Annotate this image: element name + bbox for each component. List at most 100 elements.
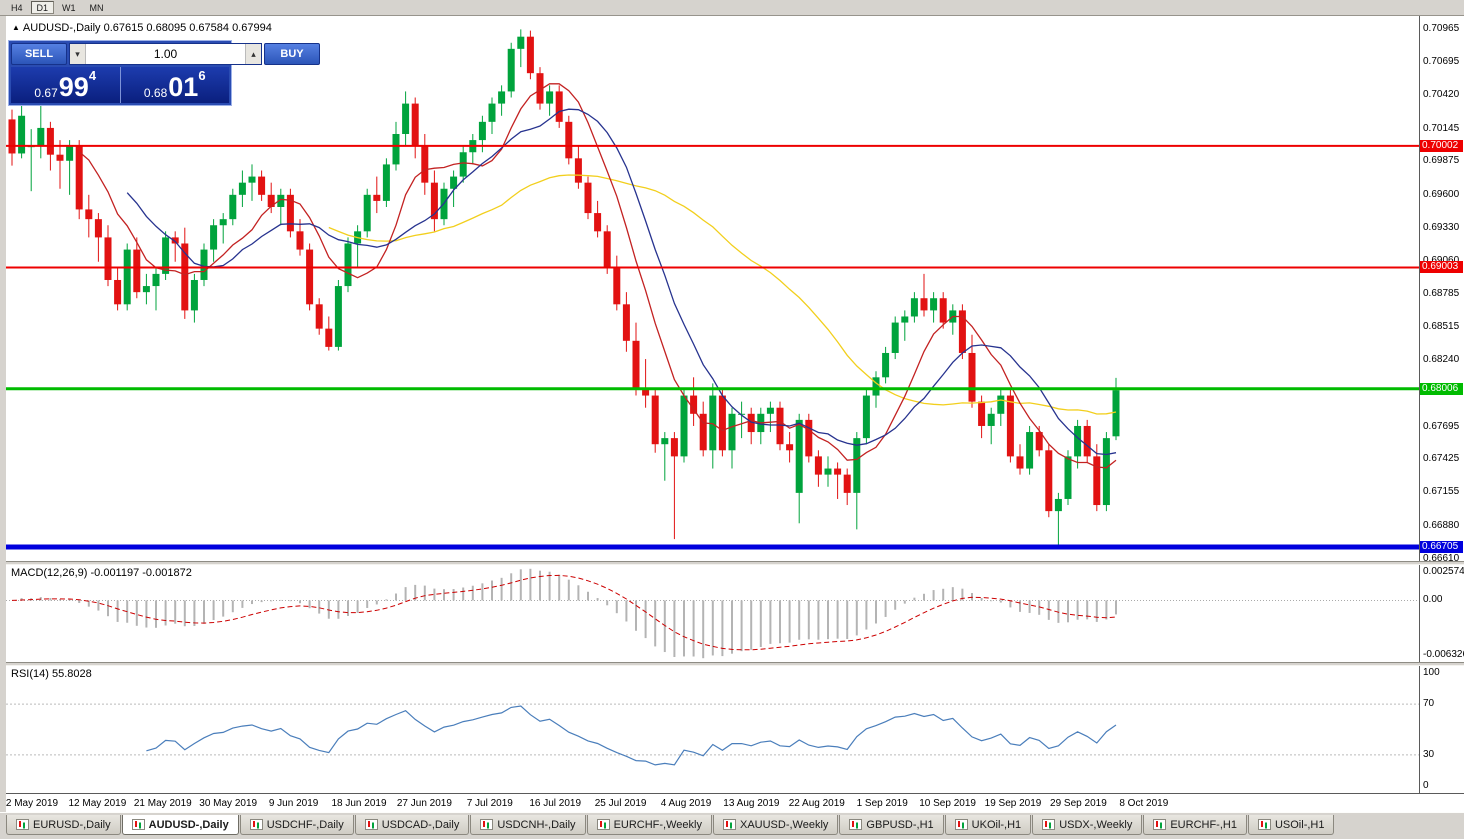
timeframe-toolbar: H4 D1 W1 MN (0, 0, 1464, 16)
time-axis: 2 May 2019 12 May 2019 21 May 2019 30 May 2… (6, 793, 1464, 812)
price-axis-label: 0.66880 (1423, 519, 1460, 531)
ask-price-pip-digit: 6 (198, 68, 206, 83)
buy-price-display[interactable]: 0.68 01 6 (120, 67, 229, 103)
chart-tab-icon (1042, 819, 1056, 830)
volume-increase-button[interactable]: ▴ (245, 44, 261, 64)
chart-tab-icon (596, 819, 610, 830)
price-axis-label: 0.67695 (1423, 420, 1460, 432)
volume-input[interactable] (86, 44, 245, 64)
chart-tab-label: USDX-,Weekly (1059, 818, 1133, 831)
chart-symbol-label: AUDUSD-,Daily (22, 22, 101, 34)
macd-indicator-label: MACD(12,26,9) -0.001197 -0.001872 (11, 567, 192, 579)
timeframe-button-mn[interactable]: MN (83, 1, 110, 14)
price-axis-label: 0.66610 (1423, 552, 1460, 564)
date-axis-label: 22 Aug 2019 (788, 798, 845, 809)
price-axis-label: 0.68515 (1423, 320, 1460, 332)
price-axis-label: 0.68240 (1423, 354, 1460, 366)
chart-tab-icon (722, 819, 736, 830)
chart-tab-usdx-weekly[interactable]: USDX-,Weekly (1032, 815, 1143, 835)
chart-tab-label: USDCHF-,Daily (266, 818, 344, 831)
panel-divider[interactable] (6, 561, 1464, 565)
sell-price-display[interactable]: 0.67 99 4 (11, 67, 121, 103)
macd-name: MACD(12,26,9) (11, 567, 88, 579)
chart-tab-audusd-daily[interactable]: AUDUSD-,Daily (121, 815, 239, 835)
chart-tab-label: AUDUSD-,Daily (148, 818, 229, 831)
price-axis-label: 0.69060 (1423, 254, 1460, 266)
chart-tab-label: USDCNH-,Daily (497, 818, 576, 831)
ask-price-big-digits: 01 (168, 72, 199, 102)
price-axis-label: 0.70145 (1423, 122, 1460, 134)
macd-axis: 0.002574 0.00 -0.006326 (1419, 565, 1464, 662)
chart-tab-usdcad-daily[interactable]: USDCAD-,Daily (354, 815, 470, 835)
chart-tab-ukoil-h1[interactable]: UKOil-,H1 (944, 815, 1032, 835)
rsi-axis-label: 70 (1423, 698, 1435, 710)
chart-tab-xauusd-weekly[interactable]: XAUUSD-,Weekly (712, 815, 839, 835)
panel-divider[interactable] (6, 662, 1464, 666)
chart-tab-bar: EURUSD-,Daily AUDUSD-,Daily USDCHF-,Daily U… (0, 812, 1464, 839)
chart-tab-label: UKOil-,H1 (971, 818, 1022, 831)
chart-tab-label: USOil-,H1 (1274, 818, 1325, 831)
date-axis-label: 8 Oct 2019 (1119, 798, 1169, 809)
chart-tab-label: EURCHF-,H1 (1170, 818, 1237, 831)
bid-price-big-digits: 99 (58, 72, 89, 102)
date-axis-label: 4 Aug 2019 (660, 798, 712, 809)
chart-tab-eurchf-h1[interactable]: EURCHF-,H1 (1143, 815, 1247, 835)
timeframe-button-h4[interactable]: H4 (5, 1, 29, 14)
panel-collapse-icon[interactable]: ▲ (12, 23, 20, 32)
sell-button[interactable]: SELL (11, 43, 67, 65)
price-axis-label: 0.70965 (1423, 22, 1460, 34)
macd-axis-label: 0.00 (1423, 594, 1443, 606)
chart-tab-usdchf-daily[interactable]: USDCHF-,Daily (239, 815, 354, 835)
date-axis-label: 1 Sep 2019 (856, 798, 908, 809)
date-axis-label: 10 Sep 2019 (919, 798, 976, 809)
candlestick-plot[interactable] (6, 16, 1419, 561)
timeframe-button-d1[interactable]: D1 (30, 1, 55, 14)
volume-control: ▾ ▴ (69, 43, 262, 65)
chart-tab-label: EURCHF-,Weekly (613, 818, 702, 831)
chart-tab-usdcnh-daily[interactable]: USDCNH-,Daily (470, 815, 586, 835)
date-axis-label: 12 May 2019 (68, 798, 127, 809)
macd-plot[interactable] (6, 565, 1419, 662)
chart-tab-icon (364, 819, 378, 830)
chart-window: 0.70965 0.70695 0.70420 0.70145 0.69875 0.696… (6, 16, 1464, 812)
macd-panel: 0.002574 0.00 -0.006326 MACD(12,26,9) -0.0… (6, 565, 1464, 662)
date-axis-label: 25 Jul 2019 (594, 798, 647, 809)
chart-tab-icon (1153, 819, 1167, 830)
chart-tab-icon (480, 819, 494, 830)
chart-tab-usoil-h1[interactable]: USOil-,H1 (1247, 815, 1335, 835)
chart-tab-gbpusd-h1[interactable]: GBPUSD-,H1 (839, 815, 944, 835)
chart-tab-eurusd-daily[interactable]: EURUSD-,Daily (6, 815, 121, 835)
buy-button[interactable]: BUY (264, 43, 320, 65)
date-axis-label: 27 Jun 2019 (396, 798, 452, 809)
ask-price-prefix: 0.68 (143, 86, 168, 100)
volume-decrease-button[interactable]: ▾ (70, 44, 86, 64)
macd-current-values: -0.001197 -0.001872 (90, 567, 192, 579)
rsi-panel: 100 70 30 0 RSI(14) 55.8028 (6, 666, 1464, 793)
timeframe-button-w1[interactable]: W1 (56, 1, 82, 14)
date-axis-label: 9 Jun 2019 (268, 798, 319, 809)
date-axis-label: 7 Jul 2019 (466, 798, 513, 809)
date-axis-label: 2 May 2019 (5, 798, 59, 809)
chart-tab-eurchf-weekly[interactable]: EURCHF-,Weekly (586, 815, 712, 835)
price-level-tag: 0.69003 (1420, 261, 1463, 274)
price-axis-label: 0.69600 (1423, 188, 1460, 200)
price-axis-label: 0.70695 (1423, 55, 1460, 67)
rsi-current-value: 55.8028 (51, 668, 92, 680)
chart-tab-label: GBPUSD-,H1 (866, 818, 934, 831)
date-axis-label: 19 Sep 2019 (984, 798, 1042, 809)
rsi-plot[interactable] (6, 666, 1419, 793)
date-axis-label: 29 Sep 2019 (1050, 798, 1107, 809)
price-level-tag: 0.66705 (1420, 541, 1463, 553)
rsi-axis: 100 70 30 0 (1419, 666, 1464, 793)
chart-tab-icon (131, 819, 145, 830)
price-axis-label: 0.67155 (1423, 486, 1460, 498)
price-axis: 0.70965 0.70695 0.70420 0.70145 0.69875 0.696… (1419, 16, 1464, 564)
price-axis-label: 0.70420 (1423, 89, 1460, 101)
chart-tab-icon (16, 819, 29, 830)
chart-tab-icon (1257, 819, 1271, 830)
price-level-tag: 0.68006 (1420, 382, 1463, 395)
chart-tab-icon (954, 819, 968, 830)
price-axis-label: 0.69875 (1423, 155, 1460, 167)
bid-price-prefix: 0.67 (34, 86, 58, 100)
